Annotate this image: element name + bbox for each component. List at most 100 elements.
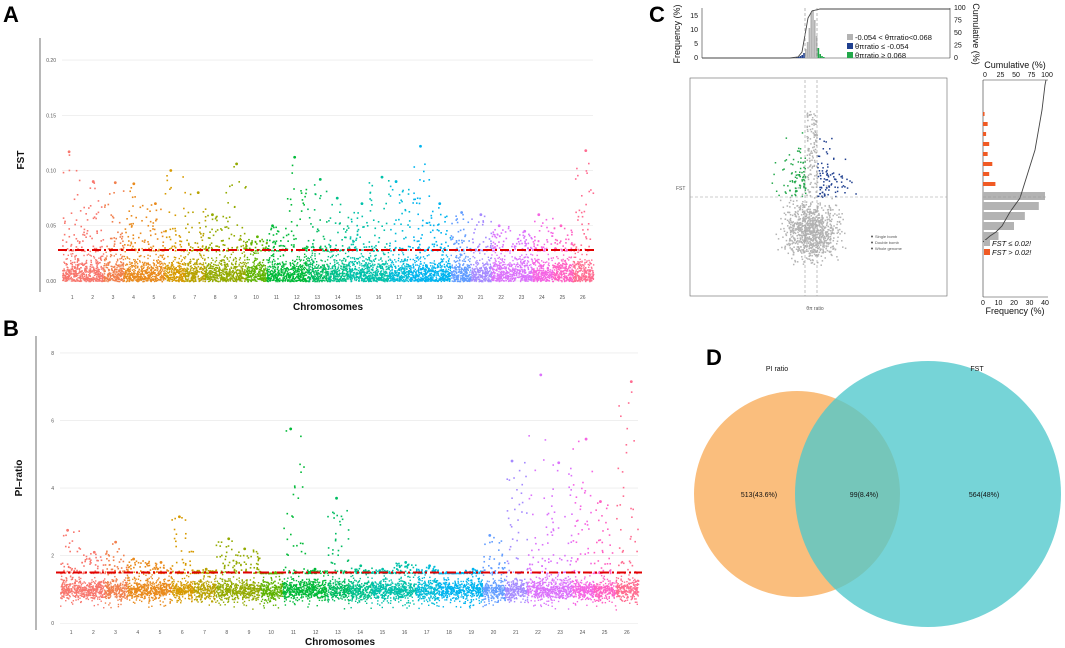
data-point — [391, 274, 394, 276]
data-point — [290, 244, 293, 246]
data-point — [326, 280, 329, 282]
data-point — [320, 247, 322, 250]
data-point — [170, 265, 172, 268]
data-point — [356, 233, 359, 236]
data-point — [416, 274, 418, 277]
data-point — [165, 236, 168, 239]
data-point — [124, 272, 126, 275]
data-point — [111, 267, 113, 270]
data-point — [294, 277, 297, 280]
data-point — [360, 253, 363, 255]
data-point — [392, 272, 394, 274]
data-point — [119, 264, 121, 266]
data-point — [203, 278, 205, 280]
data-point — [218, 274, 221, 276]
data-point — [325, 273, 327, 275]
data-point — [291, 164, 294, 167]
data-point — [190, 260, 192, 263]
data-point — [179, 274, 181, 276]
data-point — [272, 272, 275, 274]
data-point — [256, 267, 259, 270]
data-point — [270, 277, 272, 279]
data-point — [373, 264, 375, 267]
data-point — [192, 211, 194, 214]
data-point — [308, 269, 311, 272]
data-point — [245, 264, 247, 267]
data-point — [279, 263, 281, 266]
data-point — [181, 268, 184, 270]
data-point — [372, 266, 374, 269]
data-point — [170, 269, 173, 271]
data-point — [271, 269, 273, 272]
data-point — [151, 267, 153, 270]
data-point — [119, 233, 122, 236]
data-point — [81, 275, 83, 278]
data-point — [401, 212, 403, 215]
data-point — [267, 278, 269, 280]
data-point — [342, 228, 345, 230]
data-point — [292, 280, 294, 282]
data-point — [301, 268, 304, 271]
data-point — [136, 280, 139, 282]
data-point — [214, 264, 216, 266]
data-point — [189, 265, 192, 268]
data-point — [227, 264, 229, 266]
data-point — [63, 277, 65, 279]
data-point — [119, 278, 121, 281]
data-point — [355, 279, 358, 282]
data-point — [238, 239, 241, 241]
chromosome-11-points — [266, 224, 289, 283]
data-point — [331, 203, 333, 206]
data-point — [369, 210, 372, 212]
data-point — [303, 247, 306, 249]
data-point — [65, 241, 68, 243]
data-point — [291, 273, 294, 275]
data-point — [209, 237, 211, 239]
data-point — [384, 253, 386, 256]
data-point — [232, 251, 234, 253]
data-point — [396, 278, 399, 280]
data-point — [341, 239, 343, 241]
data-point — [283, 279, 285, 281]
data-point — [305, 261, 307, 263]
data-point — [288, 269, 290, 271]
data-point — [240, 272, 243, 275]
data-point — [425, 265, 427, 268]
data-point — [230, 273, 232, 276]
data-point — [141, 277, 143, 279]
data-point — [132, 205, 134, 207]
data-point — [77, 277, 79, 279]
data-point — [412, 276, 415, 278]
data-point — [224, 267, 226, 270]
data-point — [393, 223, 396, 225]
data-point — [107, 263, 109, 266]
data-point — [418, 268, 420, 270]
data-point — [143, 280, 145, 283]
data-point — [329, 273, 331, 275]
data-point — [153, 228, 156, 231]
data-point — [263, 271, 265, 273]
data-point — [427, 275, 429, 277]
data-point — [249, 253, 252, 255]
data-point — [158, 248, 160, 251]
data-point — [180, 255, 182, 257]
data-point — [126, 263, 128, 265]
data-point — [408, 270, 410, 272]
data-point — [178, 272, 180, 274]
data-point — [243, 255, 246, 258]
data-point — [130, 242, 133, 245]
data-point — [327, 273, 330, 275]
data-point — [172, 279, 175, 282]
data-point — [265, 242, 268, 245]
data-point — [176, 261, 178, 264]
data-point — [326, 274, 328, 277]
data-point — [106, 255, 108, 257]
data-point — [199, 231, 201, 234]
data-point — [171, 271, 173, 274]
data-point — [121, 278, 123, 280]
data-point — [333, 276, 335, 278]
data-point — [426, 222, 429, 224]
data-point — [363, 268, 365, 271]
data-point — [130, 241, 133, 244]
data-point — [93, 257, 96, 259]
